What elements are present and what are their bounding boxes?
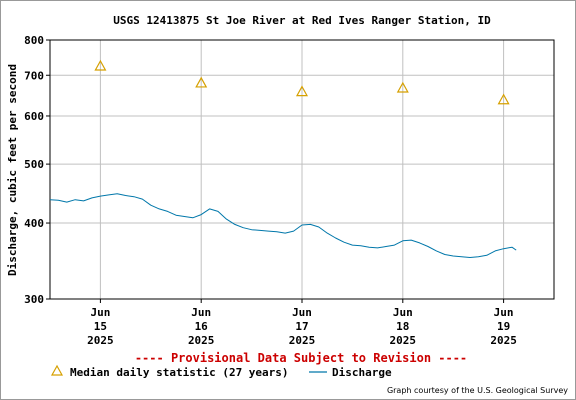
y-tick-label: 700 [24,69,44,82]
x-tick-day-label: 17 [295,320,308,333]
median-marker [295,85,309,97]
x-tick-year-label: 2025 [289,334,316,347]
y-tick-label: 400 [24,217,44,230]
y-axis-label: Discharge, cubic feet per second [6,64,19,276]
x-tick-month-label: Jun [494,306,514,319]
x-tick-month-label: Jun [191,306,211,319]
y-tick-label: 300 [24,293,44,306]
x-tick-day-label: 16 [195,320,209,333]
legend-label-median: Median daily statistic (27 years) [70,366,289,379]
x-tick-day-label: 18 [396,320,409,333]
median-marker [195,76,208,88]
median-marker [497,93,510,105]
legend: Median daily statistic (27 years) Discha… [50,364,392,379]
median-marker [396,81,409,93]
x-tick-year-label: 2025 [390,334,417,347]
triangle-icon [50,364,64,376]
x-tick-year-label: 2025 [87,334,114,347]
x-tick-day-label: 15 [94,320,107,333]
discharge-line [49,193,517,258]
y-tick-label: 500 [24,158,44,171]
x-tick-month-label: Jun [393,306,413,319]
provisional-notice: ---- Provisional Data Subject to Revisio… [135,351,467,365]
y-tick-label: 600 [24,110,44,123]
x-tick-month-label: Jun [292,306,312,319]
x-tick-year-label: 2025 [188,334,215,347]
y-axis: 300 400 500 600 700 800 [24,34,50,306]
y-tick-label: 800 [24,34,44,47]
median-marker [94,59,107,71]
x-axis: Jun152025Jun162025Jun172025Jun182025Jun1… [87,299,517,347]
legend-label-discharge: Discharge [332,366,392,379]
x-tick-month-label: Jun [90,306,110,319]
series-group [49,59,517,258]
x-tick-year-label: 2025 [490,334,517,347]
x-tick-day-label: 19 [497,320,510,333]
chart-title: USGS 12413875 St Joe River at Red Ives R… [113,14,491,27]
credit-text: Graph courtesy of the U.S. Geological Su… [387,386,568,395]
